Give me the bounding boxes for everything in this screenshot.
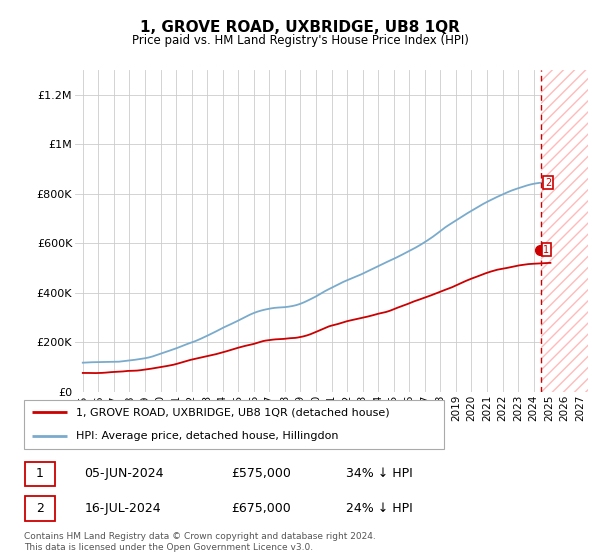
FancyBboxPatch shape [25,496,55,521]
Text: £575,000: £575,000 [231,466,291,480]
FancyBboxPatch shape [25,461,55,487]
Text: 34% ↓ HPI: 34% ↓ HPI [346,466,413,480]
Text: HPI: Average price, detached house, Hillingdon: HPI: Average price, detached house, Hill… [76,431,338,441]
Text: 1: 1 [36,466,44,480]
Text: 2: 2 [545,178,551,188]
Text: 24% ↓ HPI: 24% ↓ HPI [346,502,413,515]
Text: 05-JUN-2024: 05-JUN-2024 [84,466,164,480]
FancyBboxPatch shape [24,400,444,449]
Text: £675,000: £675,000 [231,502,291,515]
Text: Price paid vs. HM Land Registry's House Price Index (HPI): Price paid vs. HM Land Registry's House … [131,34,469,46]
Text: 1: 1 [544,245,550,255]
Text: 16-JUL-2024: 16-JUL-2024 [84,502,161,515]
Text: 1, GROVE ROAD, UXBRIDGE, UB8 1QR: 1, GROVE ROAD, UXBRIDGE, UB8 1QR [140,20,460,35]
Bar [541,70,588,392]
Text: Contains HM Land Registry data © Crown copyright and database right 2024.
This d: Contains HM Land Registry data © Crown c… [24,531,376,553]
Text: 2: 2 [36,502,44,515]
Text: 1, GROVE ROAD, UXBRIDGE, UB8 1QR (detached house): 1, GROVE ROAD, UXBRIDGE, UB8 1QR (detach… [76,408,389,418]
Bar [541,70,588,392]
